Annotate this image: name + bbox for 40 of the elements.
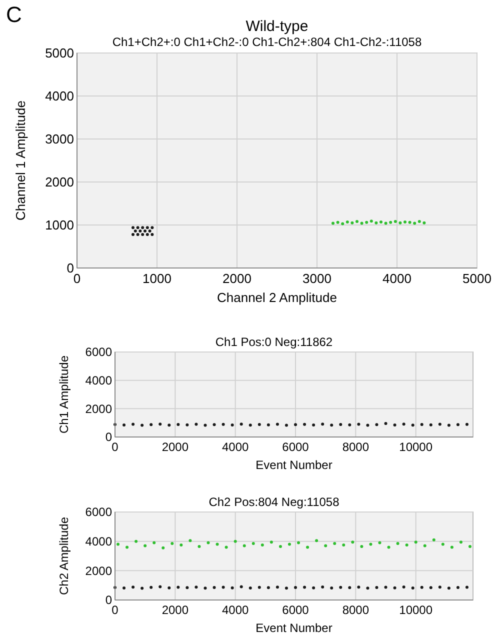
x-tick-label: 4000 — [222, 440, 250, 454]
y-axis-title: Ch1 Amplitude — [57, 355, 71, 434]
x-tick-label: 2000 — [162, 603, 189, 617]
y-tick-label: 2000 — [85, 564, 112, 578]
y-tick-label: 6000 — [85, 505, 112, 520]
y-tick-label: 1000 — [45, 218, 74, 233]
y-tick-label: 4000 — [85, 534, 112, 549]
chart-title: Ch1 Pos:0 Neg:11862 — [215, 335, 333, 349]
y-tick-label: 2000 — [45, 174, 74, 190]
y-tick-label: 0 — [105, 593, 112, 608]
chart-subtitle: Ch1+Ch2+:0 Ch1+Ch2-:0 Ch1-Ch2+:804 Ch1-Ch2-:11058 — [112, 35, 422, 49]
x-tick-label: 1000 — [142, 271, 172, 286]
y-tick-label: 0 — [105, 430, 112, 444]
x-tick-label: 10000 — [399, 440, 433, 454]
x-axis-title: Channel 2 Amplitude — [217, 290, 337, 305]
y-axis-title: Ch2 Amplitude — [57, 516, 71, 596]
y-tick-label: 5000 — [45, 46, 74, 61]
chart-title: Wild-type — [246, 18, 308, 35]
y-axis-title: Channel 1 Amplitude — [13, 100, 28, 220]
y-tick-label: 0 — [66, 260, 74, 276]
y-tick-label: 2000 — [85, 402, 112, 416]
x-tick-label: 6000 — [282, 440, 310, 454]
x-tick-label: 4000 — [222, 603, 250, 617]
x-tick-label: 2000 — [222, 271, 252, 286]
x-tick-label: 2000 — [162, 440, 189, 454]
x-tick-label: 6000 — [282, 603, 310, 617]
y-tick-label: 4000 — [45, 88, 74, 104]
y-tick-label: 3000 — [45, 132, 74, 147]
x-axis-title: Event Number — [256, 621, 332, 635]
y-tick-label: 4000 — [85, 374, 112, 388]
x-tick-label: 4000 — [382, 271, 412, 286]
x-axis-title: Event Number — [256, 458, 332, 472]
text: C — [6, 2, 22, 27]
x-tick-label: 10000 — [399, 603, 433, 617]
y-tick-label: 6000 — [85, 345, 112, 360]
x-tick-label: 8000 — [342, 440, 370, 454]
x-tick-label: 8000 — [342, 603, 370, 617]
x-tick-label: 3000 — [302, 271, 332, 286]
x-tick-label: 5000 — [462, 271, 492, 286]
chart-title: Ch2 Pos:804 Neg:11058 — [208, 495, 340, 509]
